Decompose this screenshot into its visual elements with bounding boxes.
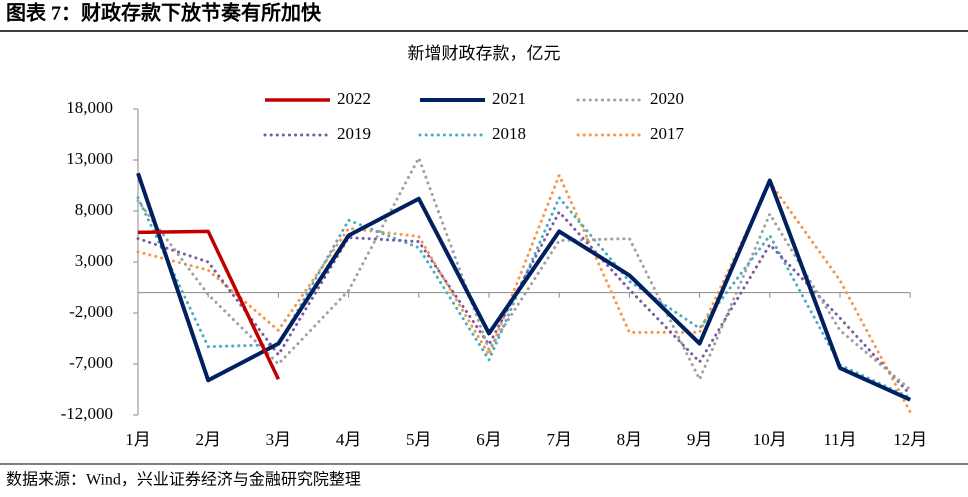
series-line <box>136 172 912 402</box>
x-tick-label: 1月 <box>125 430 151 449</box>
series-line <box>137 229 280 381</box>
y-tick-label: 13,000 <box>66 149 113 168</box>
series-line <box>136 210 912 397</box>
y-tick-label: 18,000 <box>66 98 113 117</box>
chart-subtitle: 新增财政存款，亿元 <box>408 44 561 63</box>
series-line <box>136 173 912 414</box>
legend-label: 2018 <box>492 124 526 143</box>
x-tick-label: 5月 <box>406 430 432 449</box>
legend-label: 2019 <box>337 124 371 143</box>
legend-label: 2020 <box>650 89 684 108</box>
x-tick-label: 12月 <box>893 430 927 449</box>
y-tick-label: 8,000 <box>75 200 113 219</box>
legend-label: 2022 <box>337 89 371 108</box>
series-line <box>136 196 912 400</box>
x-tick-label: 3月 <box>266 430 292 449</box>
series-line <box>136 156 912 391</box>
y-tick-label: -2,000 <box>69 302 113 321</box>
x-tick-label: 11月 <box>823 430 856 449</box>
x-tick-label: 6月 <box>476 430 502 449</box>
x-tick-label: 4月 <box>336 430 362 449</box>
y-tick-label: -12,000 <box>61 404 113 423</box>
legend-label: 2021 <box>492 89 526 108</box>
x-tick-label: 10月 <box>753 430 787 449</box>
x-tick-label: 8月 <box>617 430 643 449</box>
x-tick-label: 9月 <box>687 430 713 449</box>
y-tick-label: -7,000 <box>69 353 113 372</box>
chart-title: 图表 7：财政存款下放节奏有所加快 <box>6 1 322 25</box>
x-tick-label: 7月 <box>546 430 572 449</box>
legend-label: 2017 <box>650 124 685 143</box>
x-tick-label: 2月 <box>195 430 221 449</box>
source-note: 数据来源：Wind，兴业证券经济与金融研究院整理 <box>6 471 361 489</box>
y-tick-label: 3,000 <box>75 251 113 270</box>
